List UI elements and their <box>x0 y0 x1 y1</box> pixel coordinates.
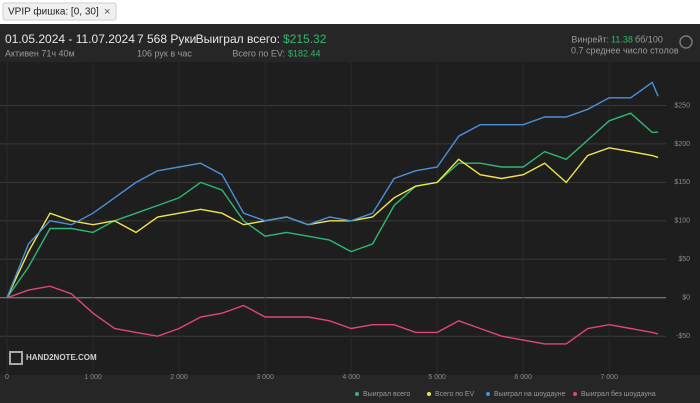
x-tick-label: 6 000 <box>514 374 532 381</box>
lines <box>6 81 659 345</box>
filter-text: VPIP фишка: [0, 30] <box>8 6 99 18</box>
x-tick-label: 0 <box>5 374 9 381</box>
tables: 0.7 среднее число столов <box>571 45 679 55</box>
winrate-unit: бб/100 <box>635 34 663 44</box>
legend: Выиграл всего Всего по EV Выиграл на шоуда… <box>355 390 656 398</box>
x-tick-label: 7 000 <box>600 374 618 381</box>
close-icon[interactable]: × <box>104 6 110 18</box>
y-tick-label: $100 <box>674 218 690 225</box>
y-tick-label: $0 <box>682 295 690 302</box>
y-tick-label: $50 <box>678 256 690 263</box>
x-tick-label: 5 000 <box>428 374 446 381</box>
logo-icon <box>9 351 23 365</box>
filter-chip[interactable] <box>2 2 117 21</box>
series-line <box>6 81 659 299</box>
legend-label: Выиграл на шоудауне <box>494 391 566 398</box>
ev-value: $182.44 <box>288 48 321 58</box>
series-line <box>6 147 659 299</box>
active-time: Активен 71ч 40м <box>5 48 75 58</box>
hands-per-hour: 106 рук в час <box>137 48 192 58</box>
y-tick-label: $200 <box>674 141 690 148</box>
winrate-label: Винрейт: <box>571 34 609 44</box>
hands: 7 568 Руки <box>137 32 196 46</box>
x-tick-label: 4 000 <box>342 374 360 381</box>
x-tick-label: 1 000 <box>84 374 102 381</box>
x-tick-label: 3 000 <box>256 374 274 381</box>
legend-label: Выиграл всего <box>363 391 410 398</box>
ev-label: Всего по EV: <box>232 48 285 58</box>
won-label: Выиграл всего: <box>196 32 280 46</box>
winrate-value: 11.38 <box>611 34 633 44</box>
legend-swatch <box>573 392 577 396</box>
y-tick-label: $150 <box>674 179 690 186</box>
filter-bar <box>0 0 700 24</box>
watermark: HAND2NOTE.COM <box>26 353 97 362</box>
x-tick-label: 2 000 <box>170 374 188 381</box>
y-tick-label: -$50 <box>676 333 690 340</box>
series-line <box>6 112 659 299</box>
plot-area <box>0 62 700 375</box>
legend-label: Выиграл без шоудауна <box>581 390 656 398</box>
date-range: 01.05.2024 - 11.07.2024 <box>5 32 135 46</box>
legend-swatch <box>427 392 431 396</box>
series-line <box>6 285 659 345</box>
legend-swatch <box>486 392 490 396</box>
y-tick-label: $250 <box>674 102 690 109</box>
legend-swatch <box>355 392 359 396</box>
settings-icon[interactable] <box>679 35 693 49</box>
legend-label: Всего по EV <box>435 391 475 398</box>
won-value: $215.32 <box>283 32 327 46</box>
